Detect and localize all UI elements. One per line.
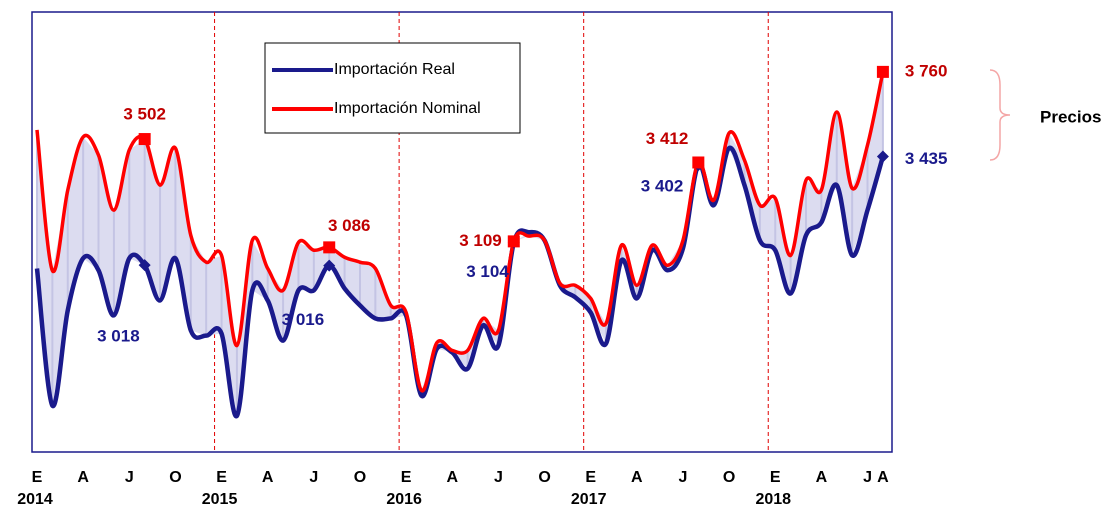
x-tick-label: E bbox=[216, 469, 227, 486]
point-marker bbox=[876, 65, 889, 78]
year-label: 2015 bbox=[202, 491, 238, 508]
plot: 3 018 3 016 3 104 3 402 3 435 3 502 3 086 3 109… bbox=[34, 61, 948, 419]
x-tick-label: A bbox=[262, 469, 274, 486]
year-label: 2017 bbox=[571, 491, 607, 508]
year-label: 2018 bbox=[755, 491, 791, 508]
x-tick-label: J bbox=[863, 469, 872, 486]
year-label: 2016 bbox=[386, 491, 422, 508]
x-tick-label: J bbox=[125, 469, 134, 486]
data-label: 3 412 bbox=[646, 129, 689, 148]
x-tick-label: E bbox=[32, 469, 43, 486]
x-tick-label: O bbox=[538, 469, 550, 486]
data-label: 3 402 bbox=[641, 177, 684, 196]
x-tick-label: J bbox=[494, 469, 503, 486]
x-tick-label: A bbox=[631, 469, 643, 486]
data-label: 3 018 bbox=[97, 327, 140, 346]
data-label: 3 104 bbox=[466, 262, 509, 281]
point-marker bbox=[138, 259, 151, 272]
point-marker bbox=[138, 133, 151, 146]
year-label: 2014 bbox=[17, 491, 53, 508]
legend bbox=[264, 42, 521, 134]
data-label: 3 502 bbox=[123, 105, 166, 124]
annotation: Precios bbox=[1040, 107, 1101, 126]
x-tick-label: O bbox=[723, 469, 735, 486]
x-tick-label: A bbox=[446, 469, 458, 486]
data-label: 3 086 bbox=[328, 216, 371, 235]
legend-label: Importación Nominal bbox=[334, 100, 481, 117]
data-label: 3 109 bbox=[459, 231, 502, 250]
point-marker bbox=[323, 259, 336, 272]
brace bbox=[989, 69, 1011, 161]
x-tick-label: O bbox=[354, 469, 366, 486]
series-line bbox=[34, 145, 886, 419]
point-marker bbox=[323, 241, 336, 254]
x-tick-label: A bbox=[816, 469, 828, 486]
data-label: 3 435 bbox=[905, 149, 948, 168]
x-tick-label: A bbox=[77, 469, 89, 486]
point-marker bbox=[692, 156, 705, 169]
x-tick-label: J bbox=[309, 469, 318, 486]
x-tick-label: A bbox=[877, 469, 889, 486]
x-tick-label: E bbox=[585, 469, 596, 486]
point-marker bbox=[507, 235, 520, 248]
x-tick-label: J bbox=[679, 469, 688, 486]
x-tick-label: E bbox=[770, 469, 781, 486]
x-tick-label: E bbox=[401, 469, 412, 486]
legend-label: Importación Real bbox=[334, 61, 455, 78]
series-line bbox=[35, 71, 885, 393]
point-marker bbox=[876, 150, 889, 163]
x-tick-label: O bbox=[169, 469, 181, 486]
data-label: 3 760 bbox=[905, 61, 948, 80]
data-label: 3 016 bbox=[282, 310, 325, 329]
